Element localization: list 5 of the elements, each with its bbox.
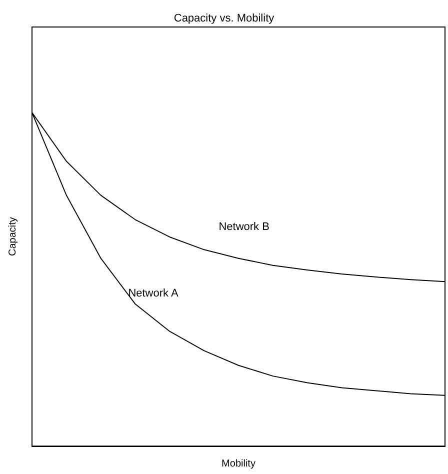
chart-title: Capacity vs. Mobility — [174, 12, 275, 24]
x-axis-title: Mobility — [222, 458, 256, 470]
y-axis-title: Capacity — [8, 217, 18, 256]
series-label: Network B — [218, 221, 270, 234]
series-label: Network A — [128, 288, 179, 300]
